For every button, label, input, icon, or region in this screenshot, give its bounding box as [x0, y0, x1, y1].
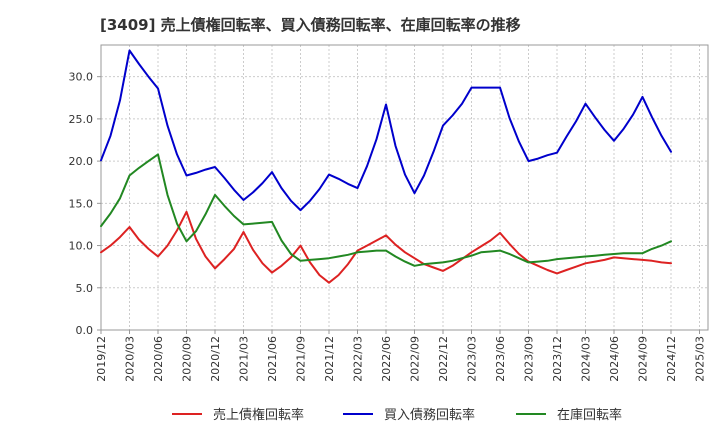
x-tick-label: 2020/12 [209, 336, 222, 382]
series-line-1 [100, 210, 672, 284]
x-tick-label: 2022/03 [352, 336, 365, 382]
series-line-3 [100, 153, 672, 267]
x-tick-label: 2021/03 [238, 336, 251, 382]
x-tick-label: 2023/12 [551, 336, 564, 382]
x-tick-label: 2020/03 [124, 336, 137, 382]
x-tick-label: 2025/03 [694, 336, 707, 382]
x-tick-label: 2020/09 [181, 336, 194, 382]
plot-frame [100, 44, 709, 331]
x-tick-label: 2024/12 [665, 336, 678, 382]
x-tick-label: 2020/06 [152, 336, 165, 382]
legend-label-3: 在庫回転率 [557, 407, 622, 423]
x-tick-label: 2021/12 [323, 336, 336, 382]
x-tick-label: 2023/09 [523, 336, 536, 382]
y-tick-label: 30.0 [69, 71, 94, 84]
y-tick-label: 10.0 [69, 240, 94, 253]
x-tick-label: 2022/12 [437, 336, 450, 382]
series-line-2 [100, 49, 672, 212]
x-axis: 2019/12 2020/03 2020/06 2020/09 2020/12 2021/… [95, 330, 707, 382]
chart-title: [3409] 売上債権回転率、買入債務回転率、在庫回転率の推移 [100, 16, 521, 34]
legend: 売上債権回転率 買入債務回転率 在庫回転率 [172, 407, 622, 423]
y-tick-label: 0.0 [76, 324, 94, 337]
y-tick-label: 25.0 [69, 113, 94, 126]
y-tick-label: 15.0 [69, 197, 94, 210]
y-axis: 0.0 5.0 10.0 15.0 20.0 25.0 30.0 [69, 71, 101, 337]
x-tick-label: 2023/06 [494, 336, 507, 382]
x-tick-label: 2021/06 [266, 336, 279, 382]
x-tick-label: 2023/03 [466, 336, 479, 382]
x-tick-label: 2019/12 [95, 336, 108, 382]
y-tick-label: 5.0 [76, 282, 94, 295]
series-layer [100, 49, 672, 284]
x-tick-label: 2021/09 [295, 336, 308, 382]
y-tick-label: 20.0 [69, 155, 94, 168]
x-tick-label: 2024/06 [608, 336, 621, 382]
legend-label-2: 買入債務回転率 [384, 407, 475, 423]
x-tick-label: 2024/09 [637, 336, 650, 382]
x-tick-label: 2024/03 [580, 336, 593, 382]
grid-layer [100, 45, 708, 331]
x-tick-label: 2022/06 [380, 336, 393, 382]
x-tick-label: 2022/09 [409, 336, 422, 382]
legend-label-1: 売上債権回転率 [213, 407, 304, 423]
